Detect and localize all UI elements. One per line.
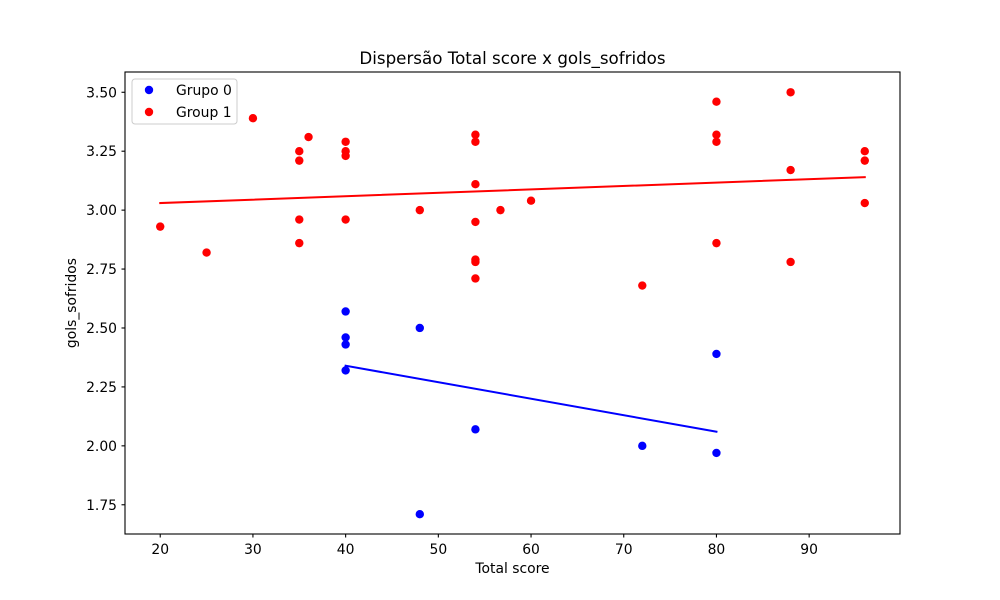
- data-point-group-1: [295, 238, 304, 248]
- data-point-group-1: [156, 222, 165, 231]
- data-point-grupo-0: [712, 448, 721, 458]
- legend: Grupo 0 Group 1: [131, 78, 238, 125]
- data-point-group-1: [304, 132, 313, 142]
- data-point-group-1: [471, 137, 480, 146]
- y-tick-label: 2.50: [86, 321, 117, 337]
- x-tick-label: 70: [615, 542, 633, 558]
- data-point-group-1: [471, 217, 480, 227]
- data-point-group-1: [712, 97, 721, 106]
- data-point-grupo-0: [471, 425, 480, 434]
- legend-label-group-1: Group 1: [176, 105, 232, 121]
- legend-frame: [131, 78, 238, 125]
- data-point-grupo-0: [415, 323, 424, 333]
- data-point-group-1: [471, 274, 480, 283]
- x-tick-label: 80: [708, 542, 726, 558]
- y-tick-label: 1.75: [86, 498, 117, 514]
- data-point-grupo-0: [341, 340, 350, 349]
- data-point-group-1: [341, 137, 350, 146]
- legend-marker-grupo-0: [144, 85, 154, 95]
- data-point-grupo-0: [341, 366, 350, 375]
- chart-title: Dispersão Total score x gols_sofridos: [359, 48, 665, 69]
- data-point-group-1: [860, 147, 869, 156]
- data-point-group-1: [786, 88, 795, 97]
- data-point-grupo-0: [712, 349, 721, 359]
- data-point-group-1: [712, 238, 721, 248]
- series-grupo-0: [341, 307, 721, 519]
- data-point-group-1: [860, 156, 869, 165]
- data-point-grupo-0: [341, 307, 350, 316]
- data-point-group-1: [295, 215, 304, 224]
- axes-frame: [124, 71, 901, 535]
- y-tick-label: 3.00: [86, 203, 117, 219]
- data-point-group-1: [248, 114, 258, 123]
- data-point-grupo-0: [415, 510, 424, 519]
- y-tick-label: 2.75: [86, 262, 117, 278]
- legend-marker-group-1: [144, 107, 154, 117]
- x-tick-label: 90: [800, 542, 818, 558]
- data-point-group-1: [471, 130, 480, 139]
- legend-label-grupo-0: Grupo 0: [176, 83, 232, 99]
- data-point-group-1: [341, 151, 350, 161]
- x-tick-label: 50: [429, 542, 447, 558]
- data-point-group-1: [471, 180, 480, 189]
- y-tick-label: 2.25: [86, 380, 117, 396]
- data-point-group-1: [496, 205, 505, 215]
- data-point-group-1: [295, 156, 304, 165]
- trend-lines: [159, 176, 866, 433]
- data-point-grupo-0: [638, 441, 647, 451]
- plot-area: [125, 72, 900, 534]
- y-tick-label: 3.50: [86, 85, 117, 101]
- data-point-group-1: [786, 165, 795, 175]
- data-point-group-1: [526, 196, 536, 205]
- trend-line-group-1: [159, 176, 866, 205]
- data-point-grupo-0: [341, 333, 350, 342]
- y-tick-label: 3.25: [86, 144, 117, 160]
- data-series: [156, 88, 869, 519]
- x-tick-label: 30: [244, 542, 262, 558]
- trend-line-grupo-0: [344, 364, 718, 433]
- x-axis-label: Total score: [474, 561, 549, 577]
- axis-ticks: 20 30 40 50 60 70 80 90 1.75 2.00 2.25 2.50 2.75 3.00…: [86, 85, 818, 558]
- data-point-group-1: [638, 281, 647, 290]
- data-point-group-1: [415, 205, 424, 215]
- data-point-group-1: [202, 248, 211, 257]
- x-tick-label: 40: [337, 542, 355, 558]
- x-tick-label: 60: [522, 542, 540, 558]
- series-group-1: [156, 88, 869, 290]
- data-point-group-1: [471, 257, 480, 267]
- data-point-group-1: [786, 257, 795, 267]
- y-axis-label: gols_sofridos: [64, 258, 80, 348]
- data-point-group-1: [712, 137, 721, 146]
- x-tick-label: 20: [151, 542, 169, 558]
- data-point-group-1: [712, 130, 721, 139]
- data-point-group-1: [295, 147, 304, 156]
- data-point-group-1: [341, 215, 350, 224]
- y-tick-label: 2.00: [86, 439, 117, 455]
- data-point-group-1: [860, 198, 869, 208]
